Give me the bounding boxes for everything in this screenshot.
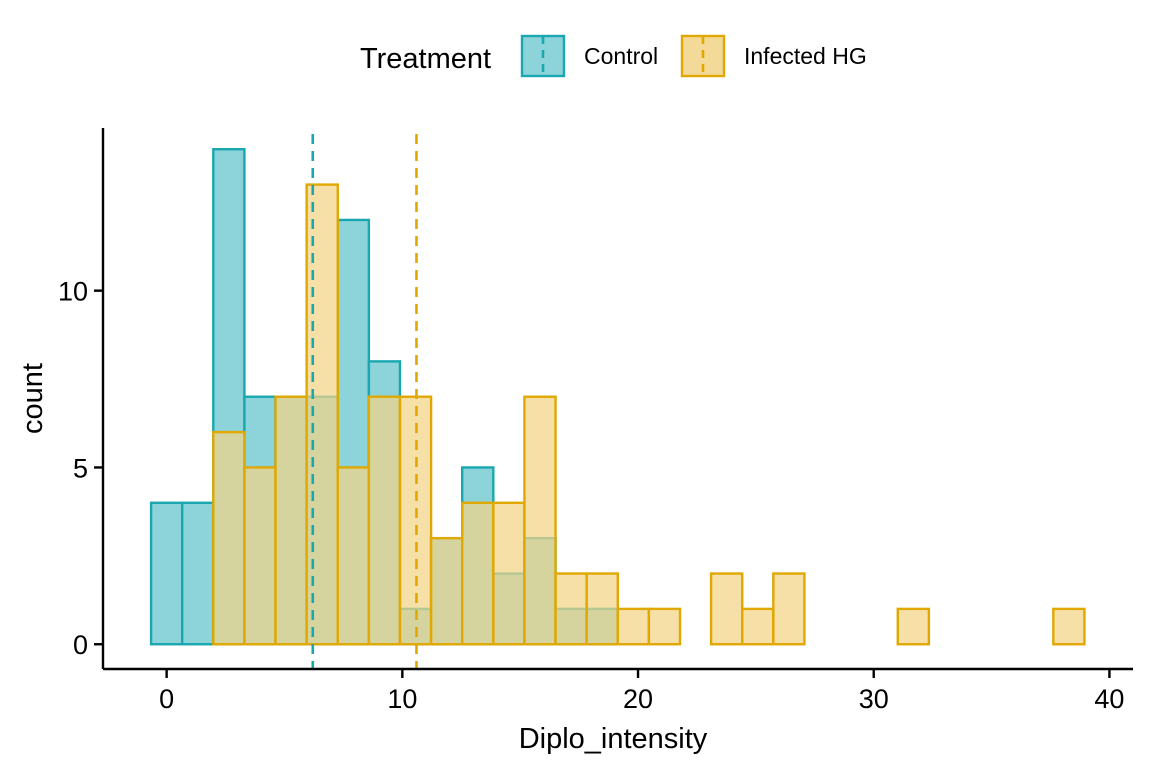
x-tick-label: 0 (159, 684, 174, 714)
histogram-bar (367, 395, 402, 646)
mean-lines (311, 134, 418, 669)
x-tick-label: 10 (387, 684, 417, 714)
x-axis-title: Diplo_intensity (519, 723, 708, 755)
histogram-bar (647, 607, 682, 646)
axes: 0 10 20 30 40 0 5 10 Diplo_intensity count (17, 128, 1133, 755)
x-tick-label: 40 (1094, 684, 1124, 714)
histogram-bar (461, 501, 495, 646)
legend-label: Control (584, 43, 658, 69)
y-tick-label: 10 (58, 277, 88, 307)
histogram-bar (585, 572, 619, 646)
histogram-bar (523, 395, 557, 646)
legend-label: Infected HG (744, 43, 867, 69)
histogram-bar (305, 183, 339, 646)
legend-item: Infected HG (680, 34, 867, 78)
histogram-bar (243, 466, 277, 646)
bars-layer (149, 148, 1086, 646)
x-tick-label: 30 (859, 684, 889, 714)
histogram-bar (492, 501, 526, 646)
histogram-bar (149, 501, 184, 646)
legend-item: Control (520, 34, 658, 78)
histogram-bar (896, 607, 931, 646)
histogram-bar (180, 501, 215, 646)
series-infected-hg (212, 183, 1086, 646)
histogram-bar (554, 572, 588, 646)
histogram-bar (336, 466, 371, 646)
histogram-bar (772, 572, 806, 646)
histogram-bar (709, 572, 744, 646)
x-tick-label: 20 (623, 684, 653, 714)
y-axis-title: count (17, 363, 49, 434)
histogram-bar (274, 395, 308, 646)
legend-title: Treatment (360, 43, 491, 75)
histogram-bar (1052, 607, 1086, 646)
histogram-bar (429, 536, 464, 646)
histogram-bar (741, 607, 775, 646)
histogram-bar (398, 395, 433, 646)
y-tick-label: 0 (73, 630, 88, 660)
histogram-bar (212, 430, 246, 646)
y-tick-label: 5 (73, 453, 88, 483)
legend: Treatment Control Infected HG (360, 34, 867, 78)
histogram-bar (616, 607, 651, 646)
